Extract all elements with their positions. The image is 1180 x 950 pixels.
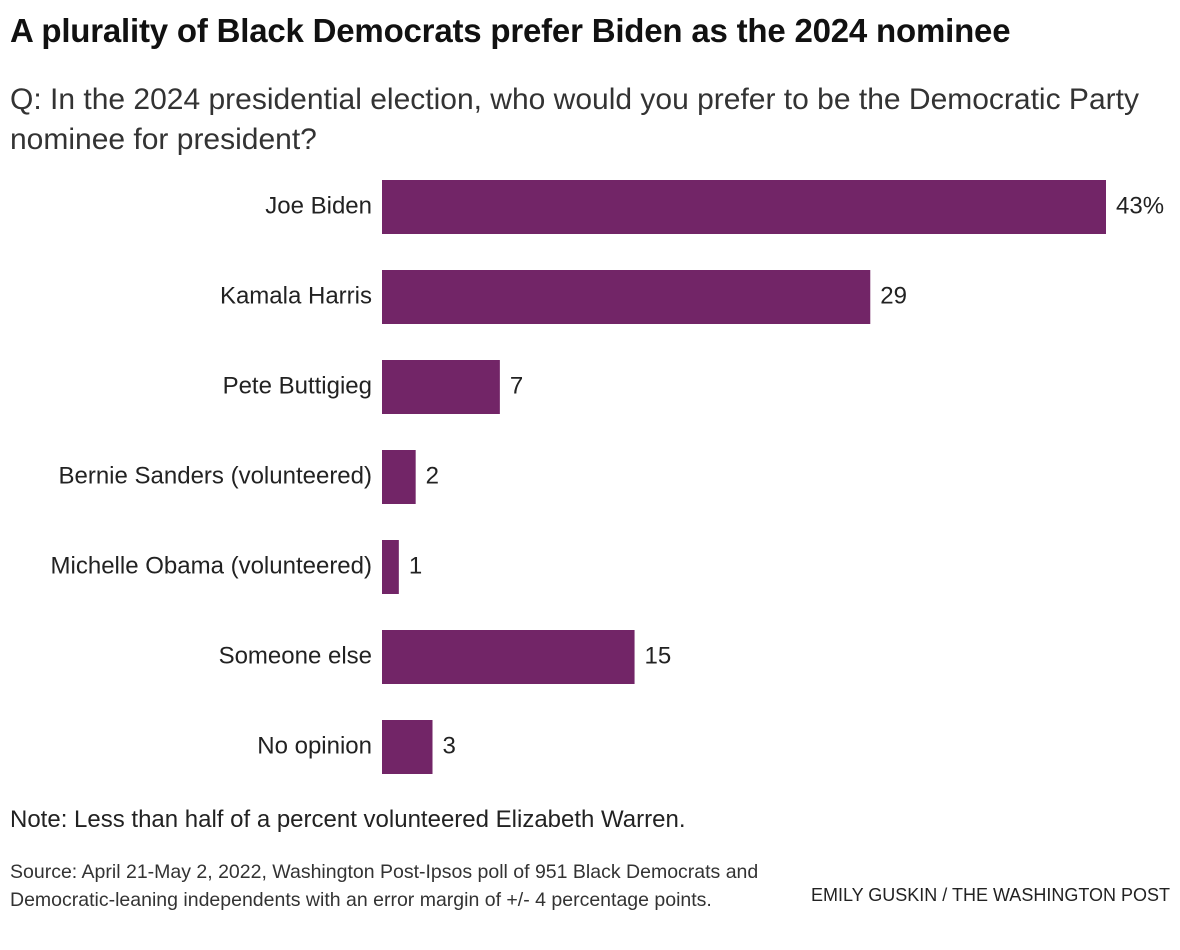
value-label-kamala-harris: 29	[880, 282, 907, 309]
bar-chart: Joe Biden 43% Kamala Harris 29 Pete Buttigie…	[51, 180, 1164, 774]
bar-no-opinion	[382, 720, 433, 774]
bar-kamala-harris	[382, 270, 871, 324]
value-label-joe-biden: 43%	[1116, 192, 1164, 219]
bar-someone-else	[382, 630, 635, 684]
bar-joe-biden	[382, 180, 1106, 234]
chart-credit: EMILY GUSKIN / THE WASHINGTON POST	[810, 885, 1170, 905]
category-label-no-opinion: No opinion	[257, 732, 372, 759]
value-label-pete-buttigieg: 7	[510, 372, 523, 399]
category-label-michelle-obama-volunteered: Michelle Obama (volunteered)	[51, 552, 372, 579]
category-label-bernie-sanders-volunteered: Bernie Sanders (volunteered)	[58, 462, 372, 489]
bar-pete-buttigieg	[382, 360, 500, 414]
value-label-bernie-sanders-volunteered: 2	[426, 462, 439, 489]
value-label-michelle-obama-volunteered: 1	[409, 552, 422, 579]
category-label-pete-buttigieg: Pete Buttigieg	[223, 372, 372, 399]
value-label-someone-else: 15	[645, 642, 672, 669]
chart-source: Source: April 21-May 2, 2022, Washington…	[10, 861, 759, 911]
category-label-joe-biden: Joe Biden	[265, 192, 372, 219]
chart-title: A plurality of Black Democrats prefer Bi…	[10, 12, 1011, 49]
bar-bernie-sanders-volunteered	[382, 450, 416, 504]
value-label-no-opinion: 3	[443, 732, 456, 759]
chart-note: Note: Less than half of a percent volunt…	[10, 806, 686, 833]
bar-michelle-obama-volunteered	[382, 540, 399, 594]
chart-subtitle: Q: In the 2024 presidential election, wh…	[10, 83, 1139, 156]
category-label-kamala-harris: Kamala Harris	[220, 282, 372, 309]
category-label-someone-else: Someone else	[219, 642, 372, 669]
